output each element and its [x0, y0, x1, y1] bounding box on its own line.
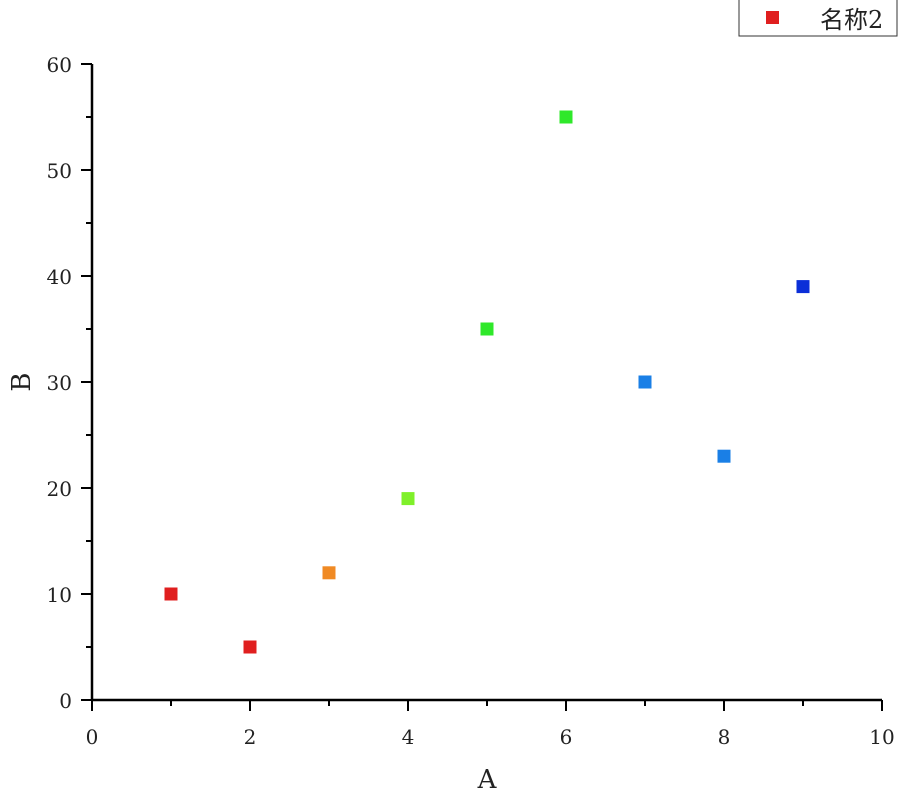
x-tick-label: 10 — [869, 725, 894, 749]
legend-box — [738, 0, 898, 37]
data-point[interactable] — [243, 640, 257, 654]
y-ticks: 0 10 20 30 40 50 60 — [47, 53, 92, 713]
y-tick-label: 0 — [59, 689, 72, 713]
legend-label: 名称2 — [820, 6, 883, 34]
data-point[interactable] — [480, 322, 494, 336]
x-tick-label: 0 — [86, 725, 99, 749]
data-points — [164, 110, 810, 654]
x-tick-label: 8 — [718, 725, 731, 749]
y-tick-label: 30 — [47, 371, 72, 395]
data-point[interactable] — [559, 110, 573, 124]
legend[interactable]: 名称2 — [738, 0, 898, 37]
x-ticks: 0 2 4 6 8 10 — [86, 700, 895, 749]
legend-marker — [766, 11, 779, 24]
data-point[interactable] — [638, 375, 652, 389]
y-tick-label: 50 — [47, 159, 72, 183]
data-point[interactable] — [164, 587, 178, 601]
data-point[interactable] — [717, 449, 731, 463]
x-axis-title: A — [477, 765, 498, 795]
data-point[interactable] — [401, 492, 415, 506]
x-tick-label: 2 — [244, 725, 257, 749]
x-tick-label: 4 — [402, 725, 415, 749]
data-point[interactable] — [796, 280, 810, 294]
x-tick-label: 6 — [560, 725, 573, 749]
data-point[interactable] — [322, 566, 336, 580]
y-tick-label: 60 — [47, 53, 72, 77]
y-tick-label: 40 — [47, 265, 72, 289]
y-tick-label: 10 — [47, 583, 72, 607]
axes — [90, 64, 882, 702]
y-axis-title: B — [7, 372, 37, 391]
y-tick-label: 20 — [47, 477, 72, 501]
